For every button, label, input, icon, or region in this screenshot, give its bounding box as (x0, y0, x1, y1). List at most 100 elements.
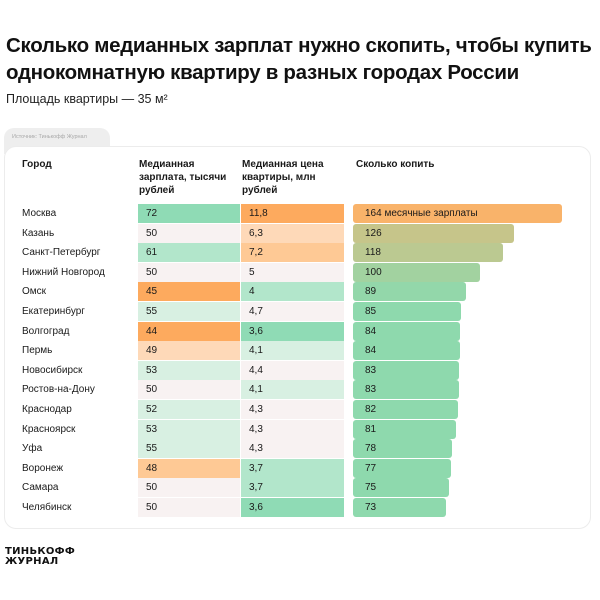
city-name: Новосибирск (22, 364, 83, 376)
city-name: Ростов-на-Дону (22, 384, 95, 396)
months-bar-label: 118 (365, 247, 381, 259)
salary-cell: 55 (138, 302, 240, 321)
city-name: Челябинск (22, 502, 72, 513)
table-row: Москва 72 11,8 164 месячные зарплаты (0, 204, 600, 223)
table-row: Нижний Новгород 50 5 100 (0, 262, 600, 282)
column-header-price: Медианная цена квартиры, млн рублей (242, 159, 324, 196)
salary-cell: 50 (138, 498, 240, 517)
months-bar: 126 (353, 223, 514, 243)
months-bar: 83 (353, 380, 459, 400)
table-row: Красноярск 53 4,3 81 (0, 419, 600, 439)
table-row: Санкт-Петербург 61 7,2 118 (0, 243, 600, 263)
logo-line-1: ТИНЬКОФФ (5, 546, 76, 557)
table-row: Новосибирск 53 4,4 83 (0, 360, 600, 380)
table-row: Омск 45 4 89 (0, 282, 600, 302)
column-header-salary: Медианная зарплата, тысячи рублей (139, 159, 227, 196)
price-cell: 3,6 (241, 498, 344, 517)
city-name: Нижний Новгород (22, 266, 105, 278)
salary-cell: 44 (138, 321, 240, 341)
months-bar: 118 (353, 243, 504, 263)
months-bar: 84 (353, 321, 461, 341)
salary-cell: 53 (138, 419, 240, 439)
city-name: Краснодар (22, 404, 72, 415)
price-cell: 3,7 (241, 478, 344, 498)
city-name: Волгоград (22, 325, 70, 337)
salary-cell: 50 (138, 262, 240, 282)
table-row: Воронеж 48 3,7 77 (0, 458, 600, 478)
price-cell: 3,7 (241, 458, 344, 478)
salary-cell: 48 (138, 458, 240, 478)
table-row: Самара 50 3,7 75 (0, 478, 600, 498)
table-row: Краснодар 52 4,3 82 (0, 400, 600, 419)
salary-cell: 72 (138, 204, 240, 223)
brand-logo: ТИНЬКОФФ ЖУРНАЛ (5, 547, 75, 566)
months-bar-label: 84 (365, 345, 377, 357)
months-bar-label: 164 месячные зарплаты (365, 208, 478, 219)
city-name: Пермь (22, 345, 53, 357)
months-bar: 82 (353, 400, 458, 419)
months-bar-label: 81 (365, 423, 377, 435)
chart-title: Сколько медианных зарплат нужно скопить,… (6, 34, 592, 84)
months-bar: 77 (353, 458, 452, 478)
table-row: Казань 50 6,3 126 (0, 223, 600, 243)
salary-cell: 50 (138, 380, 240, 400)
months-bar-label: 84 (365, 325, 377, 337)
city-name: Москва (22, 208, 57, 219)
price-cell: 6,3 (241, 223, 344, 243)
city-name: Екатеринбург (22, 306, 85, 317)
months-bar: 78 (353, 439, 453, 459)
salary-cell: 61 (138, 243, 240, 263)
months-bar: 75 (353, 478, 449, 498)
months-bar-label: 100 (365, 266, 382, 278)
price-cell: 4,3 (241, 400, 344, 419)
city-name: Воронеж (22, 462, 64, 474)
salary-cell: 45 (138, 282, 240, 302)
city-name: Уфа (22, 443, 43, 455)
table-row: Екатеринбург 55 4,7 85 (0, 302, 600, 321)
price-cell: 7,2 (241, 243, 344, 263)
city-name: Санкт-Петербург (22, 247, 101, 259)
months-bar: 84 (353, 341, 461, 361)
chart-subtitle: Площадь квартиры — 35 м² (6, 92, 168, 106)
salary-cell: 50 (138, 223, 240, 243)
months-bar-label: 77 (365, 462, 377, 474)
salary-cell: 55 (138, 439, 240, 459)
months-bar-label: 75 (365, 482, 377, 494)
logo-line-2: ЖУРНАЛ (5, 555, 59, 567)
price-cell: 3,6 (241, 321, 344, 341)
months-bar-label: 78 (365, 443, 377, 455)
months-bar-label: 73 (365, 502, 377, 513)
price-cell: 11,8 (241, 204, 344, 223)
price-cell: 5 (241, 262, 344, 282)
table-row: Уфа 55 4,3 78 (0, 439, 600, 459)
price-cell: 4,3 (241, 419, 344, 439)
city-name: Красноярск (22, 423, 76, 435)
price-cell: 4 (241, 282, 344, 302)
months-bar-label: 83 (365, 364, 377, 376)
months-bar: 164 месячные зарплаты (353, 204, 562, 223)
salary-cell: 52 (138, 400, 240, 419)
table-row: Пермь 49 4,1 84 (0, 341, 600, 361)
city-name: Казань (22, 227, 55, 239)
price-cell: 4,7 (241, 302, 344, 321)
table-row: Челябинск 50 3,6 73 (0, 498, 600, 517)
months-bar: 85 (353, 302, 462, 321)
price-cell: 4,1 (241, 341, 344, 361)
column-header-months: Сколько копить (356, 159, 435, 170)
salary-cell: 50 (138, 478, 240, 498)
months-bar: 73 (353, 498, 447, 517)
months-bar-label: 82 (365, 404, 377, 415)
table-row: Волгоград 44 3,6 84 (0, 321, 600, 341)
months-bar: 89 (353, 282, 467, 302)
table-row: Ростов-на-Дону 50 4,1 83 (0, 380, 600, 400)
city-name: Омск (22, 286, 47, 298)
months-bar-label: 83 (365, 384, 377, 396)
months-bar: 83 (353, 360, 459, 380)
column-header-city: Город (22, 159, 52, 170)
price-cell: 4,1 (241, 380, 344, 400)
price-cell: 4,4 (241, 360, 344, 380)
salary-cell: 49 (138, 341, 240, 361)
price-cell: 4,3 (241, 439, 344, 459)
months-bar-label: 89 (365, 286, 377, 298)
months-bar-label: 126 (365, 227, 382, 239)
